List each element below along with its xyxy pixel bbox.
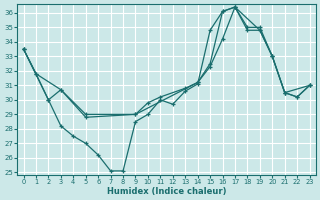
X-axis label: Humidex (Indice chaleur): Humidex (Indice chaleur) xyxy=(107,187,226,196)
